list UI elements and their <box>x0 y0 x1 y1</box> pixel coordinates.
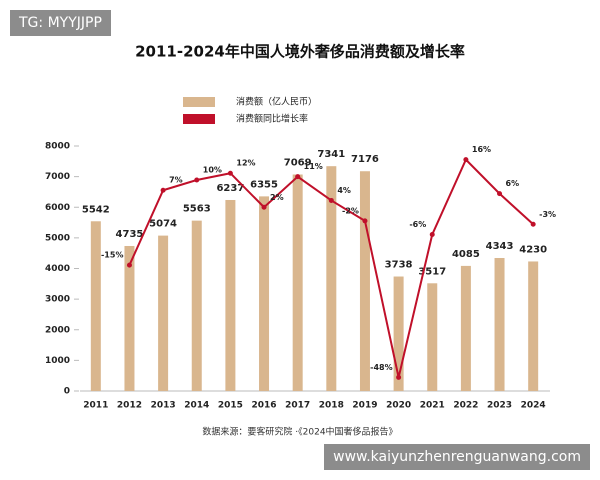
bar-value-label: 7069 <box>284 158 312 169</box>
y-tick-label: 6000 <box>45 203 70 213</box>
bar-value-label: 4085 <box>452 249 480 260</box>
x-tick-label: 2024 <box>521 401 546 411</box>
x-tick-label: 2011 <box>83 401 108 411</box>
chart-title: 2011-2024年中国人境外奢侈品消费额及增长率 <box>135 43 465 61</box>
growth-label: -15% <box>101 251 123 260</box>
growth-label: -2% <box>342 206 359 215</box>
growth-point <box>160 187 166 193</box>
bar-value-label: 3738 <box>385 260 413 271</box>
growth-point <box>429 231 435 237</box>
x-tick-label: 2023 <box>487 401 512 411</box>
x-tick-label: 2013 <box>151 401 176 411</box>
growth-point <box>126 262 132 268</box>
growth-label: 4% <box>337 186 351 195</box>
legend-label: 消费额同比增长率 <box>236 113 308 125</box>
bar <box>460 265 471 391</box>
bar <box>494 257 505 391</box>
bar <box>427 283 438 391</box>
growth-point <box>328 197 334 203</box>
x-tick-label: 2021 <box>420 401 445 411</box>
y-tick-label: 0 <box>64 387 70 397</box>
x-tick-label: 2017 <box>285 401 310 411</box>
bar-value-label: 5542 <box>82 204 110 215</box>
legend-swatch <box>183 97 215 107</box>
x-tick-label: 2014 <box>184 401 209 411</box>
growth-label: 2% <box>270 193 284 202</box>
growth-point <box>497 191 503 197</box>
x-tick-label: 2018 <box>319 401 344 411</box>
legend-swatch <box>183 114 215 124</box>
x-tick-label: 2022 <box>453 401 478 411</box>
x-tick-label: 2012 <box>117 401 142 411</box>
growth-label: -3% <box>539 210 556 219</box>
x-tick-label: 2016 <box>252 401 277 411</box>
growth-point <box>463 157 469 163</box>
y-tick-label: 5000 <box>45 233 70 243</box>
growth-label: 10% <box>203 166 222 175</box>
growth-point <box>227 170 233 176</box>
bar-value-label: 4735 <box>116 229 144 240</box>
bar <box>326 166 337 391</box>
growth-label: 7% <box>169 176 183 185</box>
x-tick-label: 2019 <box>352 401 377 411</box>
growth-point <box>295 174 301 180</box>
bar-value-label: 6237 <box>216 183 244 194</box>
growth-label: 16% <box>472 145 491 154</box>
bar <box>292 174 303 391</box>
y-tick-label: 8000 <box>45 142 70 152</box>
growth-point <box>194 177 200 183</box>
watermark: TG: MYYJJPP <box>10 10 111 36</box>
bar-value-label: 4343 <box>486 241 514 252</box>
growth-point <box>261 204 267 210</box>
growth-label: 11% <box>304 162 323 171</box>
bar-value-label: 7341 <box>317 149 345 160</box>
y-tick-label: 3000 <box>45 295 70 305</box>
bar <box>90 221 101 391</box>
bar-value-label: 3517 <box>418 266 446 277</box>
bar <box>393 276 404 391</box>
bar-value-label: 6355 <box>250 179 278 190</box>
bar-value-label: 4230 <box>519 244 547 255</box>
bar <box>158 235 169 391</box>
bar <box>528 261 539 391</box>
bar <box>191 220 202 391</box>
growth-label: -6% <box>409 220 426 229</box>
y-tick-label: 1000 <box>45 356 70 366</box>
bar <box>359 171 370 391</box>
growth-label: 6% <box>506 179 520 188</box>
growth-point <box>362 218 368 224</box>
x-tick-label: 2015 <box>218 401 243 411</box>
growth-label: 12% <box>236 159 255 168</box>
bar <box>225 199 236 391</box>
bar <box>124 245 135 391</box>
source-note: 数据来源：要客研究院 ·《2024中国奢侈品报告》 <box>202 426 397 438</box>
legend-label: 消费额（亿人民币） <box>236 96 317 108</box>
y-tick-label: 4000 <box>45 264 70 274</box>
growth-point <box>530 221 536 227</box>
bar-value-label: 7176 <box>351 154 379 165</box>
bar <box>259 196 270 391</box>
growth-label: -48% <box>370 363 392 372</box>
x-tick-label: 2020 <box>386 401 411 411</box>
bar-value-label: 5563 <box>183 204 211 215</box>
bar-value-label: 5074 <box>149 219 177 230</box>
watermark: www.kaiyunzhenrenguanwang.com <box>324 444 590 470</box>
y-tick-label: 2000 <box>45 325 70 335</box>
y-tick-label: 7000 <box>45 172 70 182</box>
growth-point <box>396 374 402 380</box>
